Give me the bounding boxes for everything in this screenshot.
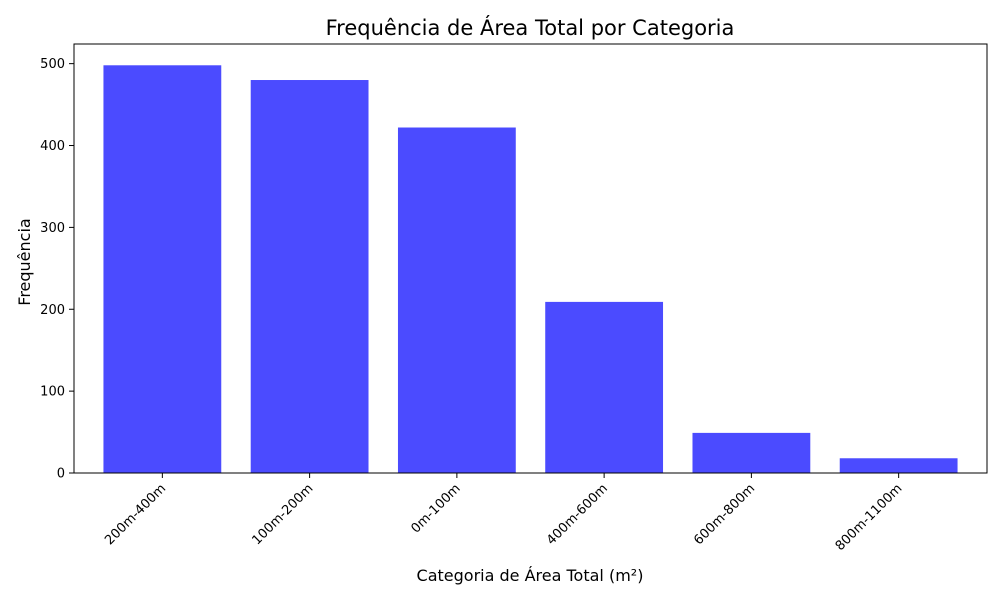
bar-400m-600m [545,301,664,473]
chart-title: Frequência de Área Total por Categoria [326,15,735,40]
bar-100m-200m [250,80,369,474]
bar-600m-800m [692,432,811,473]
bars-layer [103,65,958,474]
bar-800m-1100m [839,458,958,473]
bar-0m-100m [397,127,516,474]
x-tick-label: 100m-200m [250,481,317,548]
y-tick-label: 100 [40,385,65,400]
x-tick-label: 600m-800m [691,481,758,548]
y-tick-label: 0 [57,467,65,482]
x-tick-label: 400m-600m [544,481,611,548]
y-tick-label: 400 [40,139,65,154]
x-tick-label: 0m-100m [408,481,463,536]
x-tick-label: 200m-400m [102,481,169,548]
x-axis-title: Categoria de Área Total (m²) [417,566,644,585]
plot-frame [73,43,988,474]
y-tick-label: 300 [40,221,65,236]
y-tick-label: 500 [40,57,65,72]
bar-200m-400m [103,65,222,474]
y-tick-label: 200 [40,303,65,318]
x-tick-label: 800m-1100m [833,481,906,554]
y-axis-title: Frequência [15,218,34,305]
